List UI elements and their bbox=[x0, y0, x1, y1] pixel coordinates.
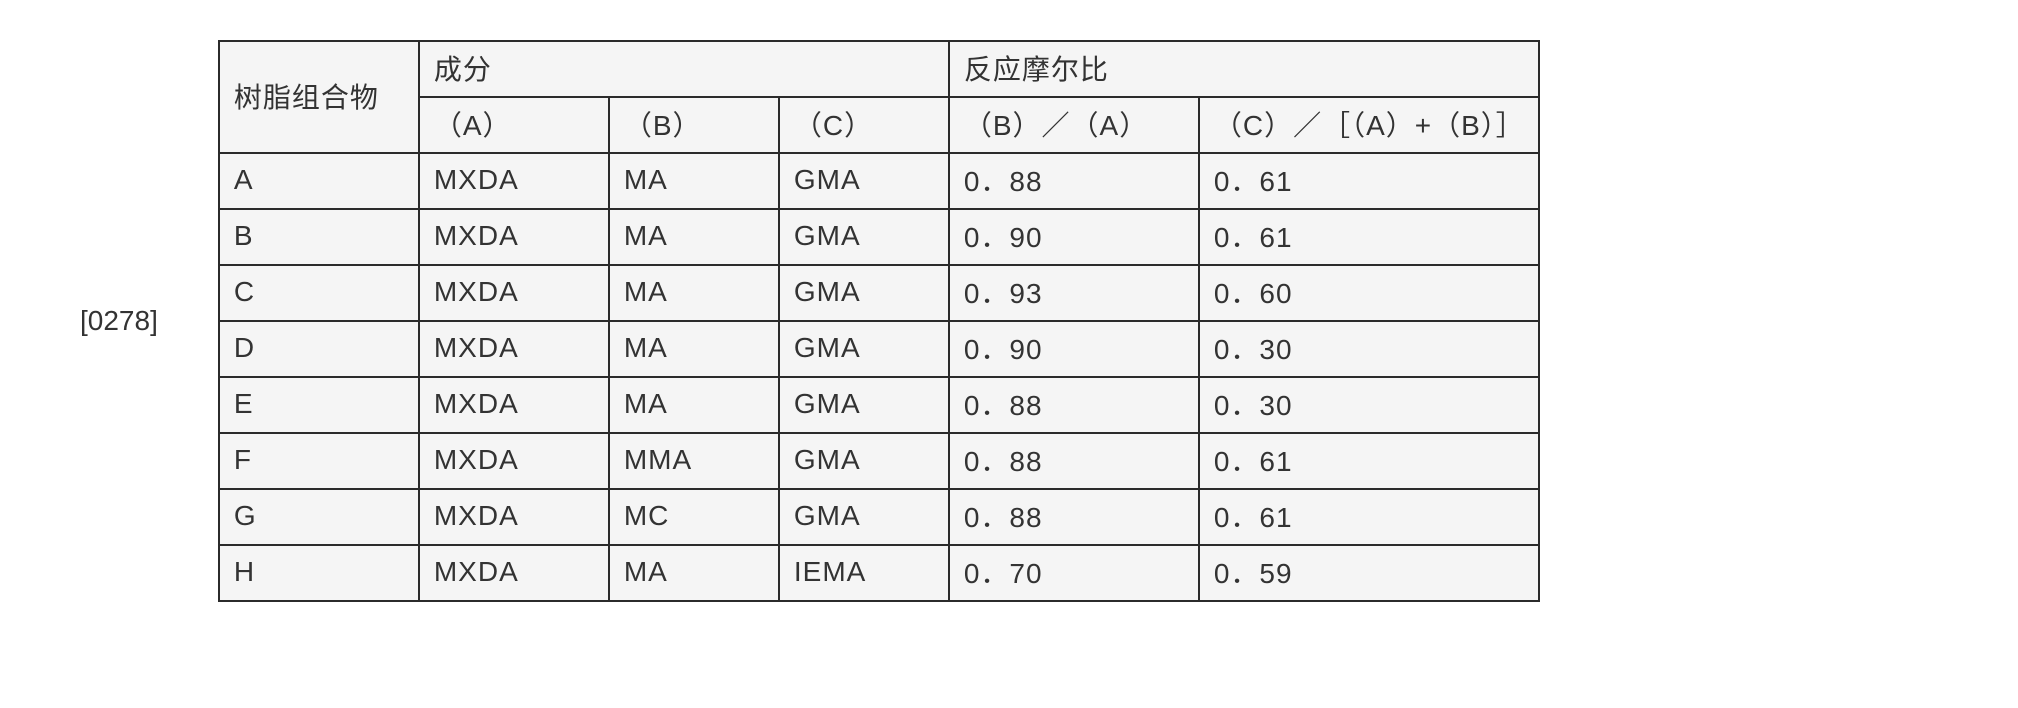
cell-cab: 0．61 bbox=[1199, 433, 1539, 489]
table-row: C MXDA MA GMA 0．93 0．60 bbox=[219, 265, 1539, 321]
cell-b: MA bbox=[609, 209, 779, 265]
cell-cab: 0．61 bbox=[1199, 489, 1539, 545]
cell-ba: 0．70 bbox=[949, 545, 1199, 601]
table-row: G MXDA MC GMA 0．88 0．61 bbox=[219, 489, 1539, 545]
cell-cab: 0．59 bbox=[1199, 545, 1539, 601]
cell-resin: H bbox=[219, 545, 419, 601]
table-header-row-1: 树脂组合物 成分 反应摩尔比 bbox=[219, 41, 1539, 97]
cell-cab: 0．61 bbox=[1199, 209, 1539, 265]
cell-cab: 0．30 bbox=[1199, 377, 1539, 433]
table-row: A MXDA MA GMA 0．88 0．61 bbox=[219, 153, 1539, 209]
cell-a: MXDA bbox=[419, 433, 609, 489]
cell-cab: 0．30 bbox=[1199, 321, 1539, 377]
cell-ba: 0．90 bbox=[949, 209, 1199, 265]
cell-resin: A bbox=[219, 153, 419, 209]
cell-ba: 0．88 bbox=[949, 153, 1199, 209]
cell-resin: E bbox=[219, 377, 419, 433]
cell-resin: C bbox=[219, 265, 419, 321]
cell-a: MXDA bbox=[419, 489, 609, 545]
cell-c: GMA bbox=[779, 433, 949, 489]
cell-a: MXDA bbox=[419, 545, 609, 601]
table-head: 树脂组合物 成分 反应摩尔比 （A） （B） （C） （B）／（A） （C）／［… bbox=[219, 41, 1539, 153]
cell-resin: G bbox=[219, 489, 419, 545]
header-ratio-cab: （C）／［（A）+（B）］ bbox=[1199, 97, 1539, 153]
cell-ba: 0．88 bbox=[949, 433, 1199, 489]
cell-resin: F bbox=[219, 433, 419, 489]
cell-a: MXDA bbox=[419, 209, 609, 265]
table-row: B MXDA MA GMA 0．90 0．61 bbox=[219, 209, 1539, 265]
table-row: F MXDA MMA GMA 0．88 0．61 bbox=[219, 433, 1539, 489]
cell-b: MA bbox=[609, 545, 779, 601]
table-row: E MXDA MA GMA 0．88 0．30 bbox=[219, 377, 1539, 433]
table-row: H MXDA MA IEMA 0．70 0．59 bbox=[219, 545, 1539, 601]
cell-resin: D bbox=[219, 321, 419, 377]
cell-cab: 0．61 bbox=[1199, 153, 1539, 209]
table-body: A MXDA MA GMA 0．88 0．61 B MXDA MA GMA 0．… bbox=[219, 153, 1539, 601]
cell-c: GMA bbox=[779, 265, 949, 321]
cell-a: MXDA bbox=[419, 265, 609, 321]
cell-c: GMA bbox=[779, 321, 949, 377]
cell-ba: 0．88 bbox=[949, 377, 1199, 433]
header-col-a: （A） bbox=[419, 97, 609, 153]
cell-b: MA bbox=[609, 265, 779, 321]
cell-c: GMA bbox=[779, 209, 949, 265]
cell-b: MA bbox=[609, 153, 779, 209]
header-components: 成分 bbox=[419, 41, 949, 97]
table-row: D MXDA MA GMA 0．90 0．30 bbox=[219, 321, 1539, 377]
cell-a: MXDA bbox=[419, 153, 609, 209]
page-wrap: [0278] 树脂组合物 成分 反应摩尔比 （A） （B） （C） （B）／（A… bbox=[80, 40, 1938, 602]
header-ratio-ba: （B）／（A） bbox=[949, 97, 1199, 153]
cell-b: MC bbox=[609, 489, 779, 545]
cell-c: IEMA bbox=[779, 545, 949, 601]
cell-a: MXDA bbox=[419, 321, 609, 377]
cell-a: MXDA bbox=[419, 377, 609, 433]
cell-c: GMA bbox=[779, 489, 949, 545]
header-col-b: （B） bbox=[609, 97, 779, 153]
cell-c: GMA bbox=[779, 377, 949, 433]
cell-ba: 0．93 bbox=[949, 265, 1199, 321]
paragraph-number: [0278] bbox=[80, 305, 158, 337]
cell-ba: 0．88 bbox=[949, 489, 1199, 545]
header-resin: 树脂组合物 bbox=[219, 41, 419, 153]
cell-resin: B bbox=[219, 209, 419, 265]
header-molar-ratio: 反应摩尔比 bbox=[949, 41, 1539, 97]
cell-c: GMA bbox=[779, 153, 949, 209]
cell-b: MMA bbox=[609, 433, 779, 489]
resin-composition-table: 树脂组合物 成分 反应摩尔比 （A） （B） （C） （B）／（A） （C）／［… bbox=[218, 40, 1540, 602]
cell-b: MA bbox=[609, 321, 779, 377]
cell-ba: 0．90 bbox=[949, 321, 1199, 377]
header-col-c: （C） bbox=[779, 97, 949, 153]
cell-cab: 0．60 bbox=[1199, 265, 1539, 321]
cell-b: MA bbox=[609, 377, 779, 433]
